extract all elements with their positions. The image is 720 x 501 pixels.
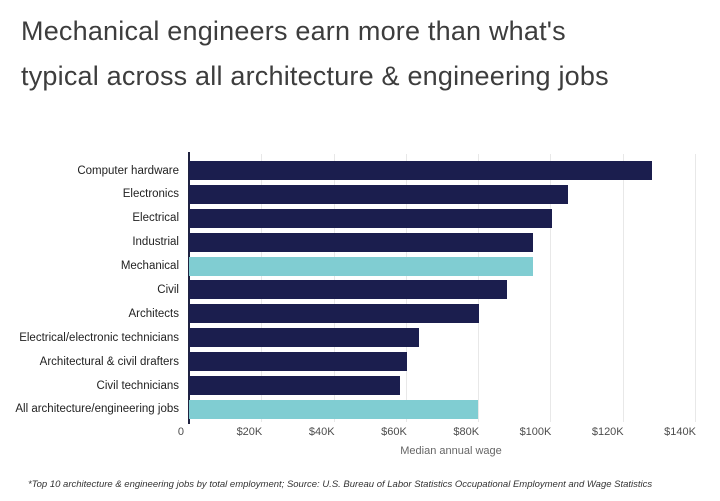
bar-row: Architects [0,304,714,324]
category-label: Industrial [132,236,179,249]
gridline [694,154,696,422]
bar [189,161,653,180]
bar [189,232,534,252]
x-tick-label: $40K [308,426,335,438]
bar-row: Civil technicians [0,376,714,396]
bar-row: Civil [0,280,714,300]
bar-row: Architectural & civil drafters [0,352,714,372]
bar [189,184,568,204]
category-label: Architectural & civil drafters [39,355,179,368]
category-label: Electrical/electronic technicians [19,331,179,344]
category-label: Electronics [122,188,179,201]
bar [189,352,408,372]
x-tick-label: $100K [519,426,552,438]
gridline [622,154,624,422]
chart-title: Mechanical engineers earn more than what… [21,9,711,99]
bar [189,280,508,300]
bar-row: All architecture/engineering jobs [0,399,714,419]
x-tick-label: $60K [381,426,407,438]
bar [189,256,534,276]
bar [189,304,479,324]
x-tick-label: $20K [236,426,263,438]
bar [189,328,419,348]
bar-row: Electrical [0,208,714,228]
chart-title-line2: typical across all architecture & engine… [21,61,609,91]
x-tick-label: $80K [453,426,480,438]
bar [189,376,400,396]
category-label: Civil [157,283,179,296]
bar [189,399,478,419]
category-label: Electrical [132,212,179,225]
x-tick-label: 0 [177,426,184,438]
chart-title-line1: Mechanical engineers earn more than what… [21,16,566,46]
bar-row: Computer hardware [0,161,714,180]
footnote: *Top 10 architecture & engineering jobs … [28,479,653,490]
x-axis-ticks: 0 $20K $40K $60K $80K $100K $120K $140K [0,426,714,440]
x-axis-label: Median annual wage [400,445,502,457]
category-label: Architects [128,307,180,320]
x-tick-label: $140K [664,426,696,438]
gridline [550,154,552,422]
bar-rows: Computer hardware Electronics Electrical In… [0,161,714,419]
bar-chart: Computer hardware Electronics Electrical In… [0,152,714,459]
bar-row: Industrial [0,232,714,252]
bar-row: Mechanical [0,256,714,276]
x-tick-label: $120K [591,426,624,438]
bar [189,208,552,228]
category-label: Computer hardware [77,164,179,177]
category-label: Civil technicians [96,379,179,392]
bar-row: Electronics [0,184,714,204]
bar-row: Electrical/electronic technicians [0,328,714,348]
category-label: All architecture/engineering jobs [15,403,179,416]
category-label: Mechanical [120,260,179,273]
